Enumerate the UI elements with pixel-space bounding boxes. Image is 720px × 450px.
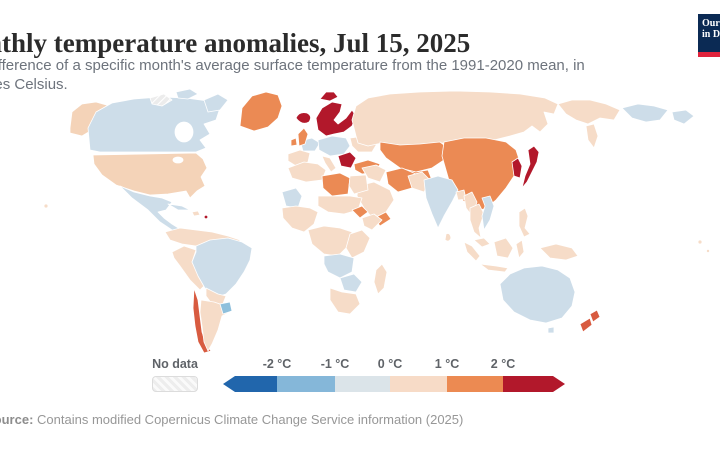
- region-arctic-island-ellesmere[interactable]: [175, 88, 199, 100]
- region-egypt[interactable]: [348, 174, 369, 195]
- region-uruguay[interactable]: [219, 301, 233, 315]
- region-nz-south[interactable]: [579, 317, 593, 333]
- region-scandinavia[interactable]: [315, 101, 357, 137]
- region-sumatra[interactable]: [463, 241, 481, 262]
- source-text: Contains modified Copernicus Climate Cha…: [33, 412, 464, 427]
- region-caribbean-island[interactable]: [203, 214, 209, 220]
- region-java[interactable]: [479, 263, 509, 273]
- region-new-guinea[interactable]: [539, 243, 579, 261]
- region-malaysia[interactable]: [473, 237, 491, 248]
- region-pacific-island-2[interactable]: [706, 248, 711, 253]
- legend-no-data-label: No data: [152, 357, 198, 371]
- region-ireland[interactable]: [290, 137, 298, 147]
- region-balkans[interactable]: [337, 151, 357, 169]
- region-australia[interactable]: [499, 265, 576, 324]
- region-korea[interactable]: [511, 157, 523, 179]
- region-central-europe[interactable]: [317, 135, 351, 157]
- legend-tick-minus2: -2 °C: [262, 357, 292, 371]
- region-nz-north[interactable]: [589, 309, 601, 323]
- region-mauritania[interactable]: [281, 187, 303, 209]
- region-borneo[interactable]: [493, 237, 514, 259]
- owid-logo-text: Our World in Data: [702, 18, 720, 40]
- region-sri-lanka[interactable]: [444, 233, 452, 242]
- region-ne-russia[interactable]: [557, 99, 621, 125]
- region-hawaii[interactable]: [43, 203, 49, 209]
- region-tasmania[interactable]: [547, 326, 555, 334]
- great-lakes: [172, 156, 184, 164]
- region-thailand[interactable]: [469, 203, 485, 239]
- region-kamchatka[interactable]: [585, 123, 599, 149]
- region-brazil[interactable]: [191, 237, 253, 299]
- region-wrangel[interactable]: [671, 109, 695, 125]
- region-china-mongolia[interactable]: [441, 137, 521, 213]
- legend-tick-plus2: 2 °C: [490, 357, 516, 371]
- region-west-africa[interactable]: [281, 205, 319, 233]
- chart-subtitle-line1: The difference of a specific month's ave…: [0, 57, 585, 74]
- hudson-bay: [174, 121, 194, 143]
- region-pacific-island-1[interactable]: [697, 239, 703, 245]
- region-sulawesi[interactable]: [515, 239, 525, 259]
- region-iraq-syria[interactable]: [361, 164, 387, 183]
- region-philippines[interactable]: [518, 207, 531, 238]
- region-horn-of-africa[interactable]: [361, 213, 383, 231]
- region-uk[interactable]: [297, 127, 309, 147]
- legend-segment-minus2-to-minus1[interactable]: [277, 376, 335, 392]
- region-hispaniola[interactable]: [191, 210, 201, 217]
- region-usa[interactable]: [92, 152, 208, 199]
- legend-colorbar: [223, 376, 565, 392]
- legend-no-data-swatch[interactable]: [152, 376, 198, 392]
- region-libya[interactable]: [321, 172, 351, 197]
- region-kazakhstan[interactable]: [379, 141, 449, 173]
- region-arctic-island-victoria[interactable]: [149, 93, 173, 107]
- region-mexico-central-america[interactable]: [119, 185, 189, 237]
- legend-segment-1-to-2[interactable]: [447, 376, 503, 392]
- region-angola-zambia[interactable]: [323, 253, 355, 279]
- region-russia[interactable]: [351, 90, 559, 148]
- chart-subtitle-line2: degrees Celsius.: [0, 76, 68, 93]
- region-south-africa[interactable]: [329, 287, 361, 315]
- region-iceland[interactable]: [295, 112, 311, 124]
- region-japan[interactable]: [521, 145, 540, 189]
- source-label: Source:: [0, 412, 34, 427]
- owid-logo-stripe: [698, 52, 720, 57]
- legend-tick-minus1: -1 °C: [320, 357, 350, 371]
- legend-segment-below-minus2[interactable]: [223, 376, 277, 392]
- region-india[interactable]: [423, 175, 459, 229]
- region-greenland[interactable]: [239, 91, 283, 132]
- region-east-africa[interactable]: [345, 229, 371, 259]
- legend-segment-0-to-1[interactable]: [390, 376, 447, 392]
- page-title: Monthly temperature anomalies, Jul 15, 2…: [0, 28, 471, 59]
- region-zimbabwe-mozambique[interactable]: [339, 273, 363, 293]
- region-chukotka[interactable]: [621, 103, 669, 123]
- region-chile[interactable]: [192, 287, 212, 354]
- region-italy[interactable]: [321, 155, 337, 173]
- region-arctic-island-baffin[interactable]: [203, 93, 229, 113]
- source-line: Source: Contains modified Copernicus Cli…: [0, 412, 463, 427]
- region-central-africa[interactable]: [307, 225, 353, 257]
- owid-logo[interactable]: Our World in Data: [698, 14, 720, 57]
- legend-tick-plus1: 1 °C: [434, 357, 460, 371]
- legend-tick-zero: 0 °C: [377, 357, 403, 371]
- region-cuba[interactable]: [167, 203, 191, 211]
- region-eritrea[interactable]: [351, 205, 369, 219]
- region-vietnam[interactable]: [481, 195, 495, 231]
- region-svalbard[interactable]: [319, 91, 339, 102]
- region-madagascar[interactable]: [373, 263, 388, 295]
- chart-subtitle: The difference of a specific month's ave…: [0, 56, 716, 94]
- region-canada[interactable]: [87, 96, 221, 153]
- region-maghreb[interactable]: [287, 161, 327, 183]
- legend-segment-minus1-to-0[interactable]: [335, 376, 390, 392]
- legend-segment-above-2[interactable]: [503, 376, 565, 392]
